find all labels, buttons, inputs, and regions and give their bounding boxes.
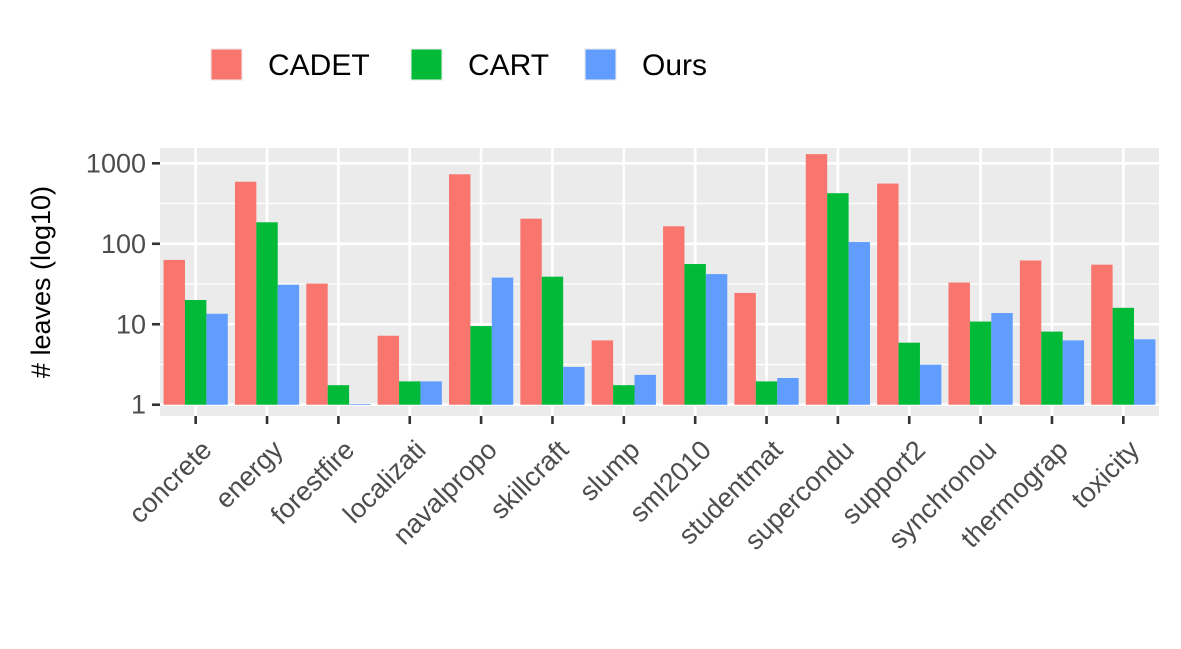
bar-ours-localizati: [420, 381, 442, 405]
bar-ours-synchronou: [991, 312, 1013, 405]
bar-cart-sml2010: [684, 264, 706, 405]
bar-cadet-localizati: [377, 335, 400, 405]
bar-cart-slump: [613, 385, 635, 405]
bar-cadet-energy: [234, 181, 257, 405]
legend-swatch-cart: [411, 49, 442, 80]
bar-ours-concrete: [206, 313, 228, 405]
bar-cart-navalpropo: [470, 326, 492, 405]
bar-cart-thermograp: [1041, 331, 1063, 405]
bar-ours-toxicity: [1134, 339, 1156, 405]
legend-label-ours: Ours: [642, 49, 707, 82]
bar-cadet-navalpropo: [448, 174, 471, 405]
bar-ours-thermograp: [1062, 340, 1085, 405]
y-tick-label: 1000: [86, 148, 146, 178]
bar-ours-studentmat: [777, 377, 799, 405]
bar-ours-sml2010: [705, 274, 728, 405]
bar-cadet-concrete: [163, 259, 185, 405]
bar-ours-supercondu: [848, 242, 871, 405]
bar-cart-studentmat: [755, 381, 778, 405]
bar-ours-energy: [277, 284, 300, 405]
bar-ours-forestfire: [349, 403, 371, 405]
bar-ours-slump: [634, 374, 656, 405]
legend-swatch-cadet: [211, 49, 242, 80]
bar-cadet-synchronou: [948, 282, 970, 405]
bar-cart-forestfire: [327, 385, 350, 405]
bar-cadet-thermograp: [1019, 260, 1042, 405]
legend: CADET CART Ours: [210, 48, 707, 82]
bar-cart-skillcraft: [541, 276, 564, 405]
y-tick-label: 1: [131, 390, 146, 420]
bar-cart-localizati: [399, 381, 421, 405]
y-tick-label: 100: [101, 229, 146, 259]
x-axis: concreteenergyforestfirelocalizatinavalp…: [123, 416, 1145, 556]
bar-cart-synchronou: [969, 321, 992, 405]
bar-cart-toxicity: [1112, 307, 1135, 405]
bar-ours-support2: [919, 364, 942, 405]
bars: [163, 154, 1156, 405]
y-axis-title: # leaves (log10): [26, 186, 56, 378]
legend-label-cart: CART: [468, 49, 549, 82]
x-tick-label: skillcraft: [484, 434, 575, 525]
bar-cart-concrete: [184, 300, 207, 405]
x-tick-label: toxicity: [1066, 434, 1146, 514]
bar-cadet-slump: [591, 340, 614, 405]
x-tick-label: concrete: [123, 435, 217, 529]
bar-cadet-support2: [877, 183, 899, 405]
bar-cart-support2: [898, 342, 920, 405]
bar-cadet-skillcraft: [520, 218, 542, 405]
bar-ours-navalpropo: [491, 277, 514, 405]
bar-cadet-supercondu: [805, 154, 828, 405]
legend-swatch-ours: [585, 49, 616, 80]
bar-cart-supercondu: [827, 193, 849, 405]
bar-ours-skillcraft: [563, 366, 585, 405]
bar-cart-energy: [256, 222, 278, 405]
bar-cadet-sml2010: [663, 226, 685, 405]
bar-cadet-studentmat: [734, 292, 756, 405]
bar-cadet-toxicity: [1091, 264, 1113, 405]
bar-cadet-forestfire: [306, 283, 328, 405]
y-axis: 1 10 100 1000: [86, 148, 160, 420]
y-tick-label: 10: [116, 309, 146, 339]
legend-label-cadet: CADET: [268, 49, 370, 82]
